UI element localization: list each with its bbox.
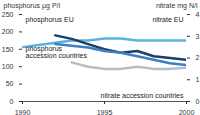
svg-text:1990: 1990	[15, 109, 31, 115]
svg-text:3: 3	[196, 32, 200, 39]
svg-text:nitrate EU: nitrate EU	[152, 16, 183, 23]
svg-text:250: 250	[2, 11, 14, 18]
svg-text:100: 100	[2, 63, 14, 70]
svg-text:150: 150	[2, 46, 14, 53]
svg-text:4: 4	[196, 11, 200, 18]
svg-text:1: 1	[196, 76, 200, 83]
svg-text:0: 0	[10, 98, 14, 105]
svg-text:phosphorus µg P/l: phosphorus µg P/l	[4, 2, 61, 10]
svg-text:2: 2	[196, 54, 200, 61]
svg-text:200: 200	[2, 28, 14, 35]
svg-text:50: 50	[6, 80, 14, 87]
svg-text:nitrate accession countries: nitrate accession countries	[101, 92, 184, 99]
svg-text:nitrate mg N/l: nitrate mg N/l	[156, 2, 198, 10]
svg-text:2000: 2000	[179, 109, 195, 115]
svg-text:0: 0	[196, 98, 200, 105]
svg-text:phosphorus EU: phosphorus EU	[26, 16, 74, 24]
svg-text:1995: 1995	[97, 109, 113, 115]
svg-text:phosphorusaccession countries: phosphorusaccession countries	[26, 45, 88, 59]
